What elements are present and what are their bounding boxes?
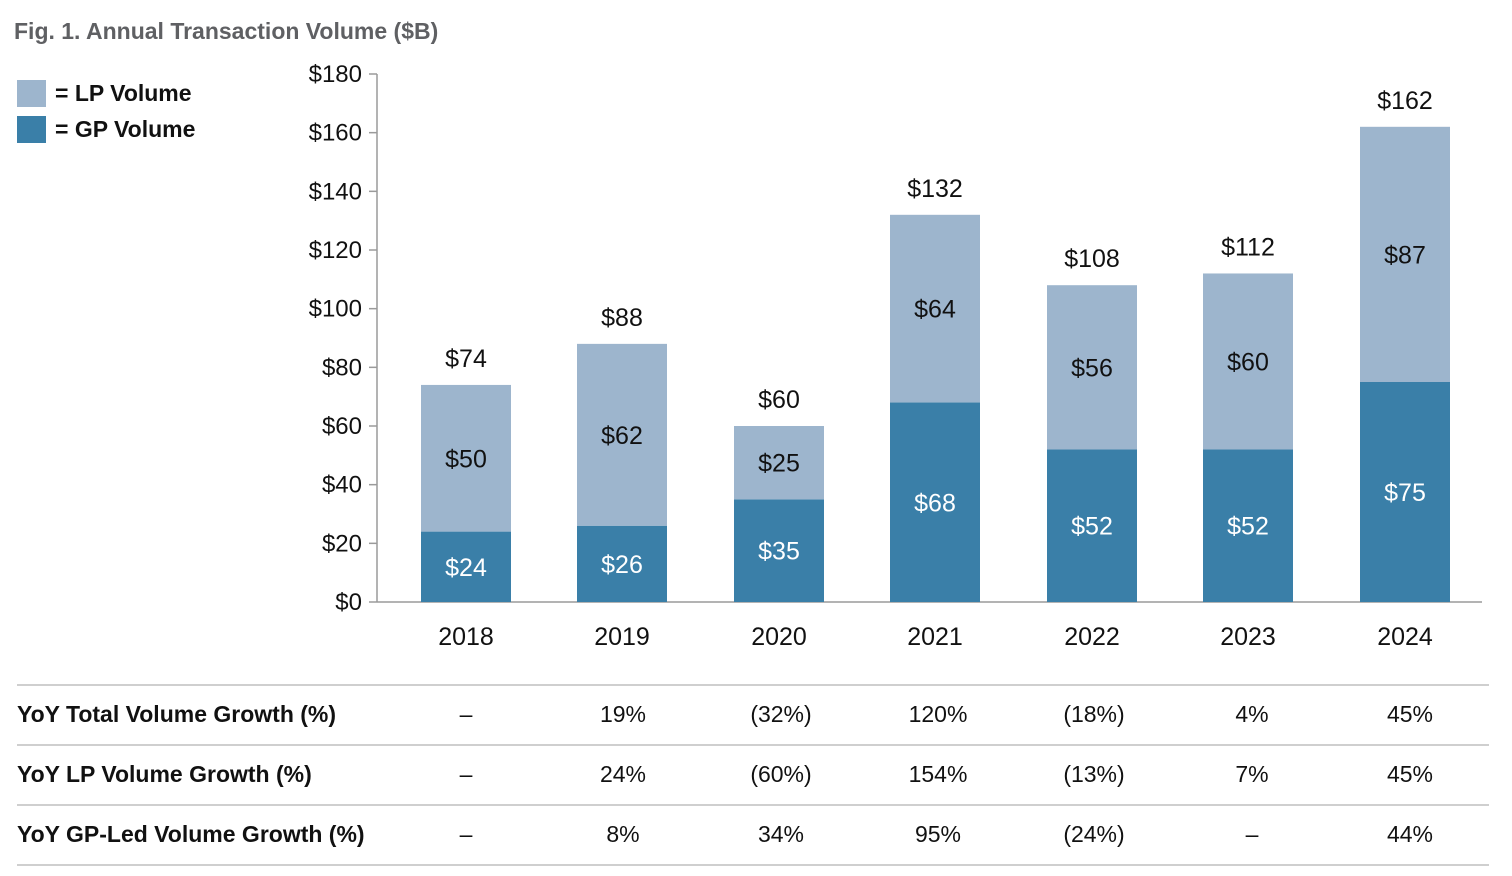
table-row: YoY LP Volume Growth (%) – 24% (60%) 154% (13… [17, 744, 1489, 804]
y-tick-label: $20 [322, 530, 362, 557]
data-label-lp: $60 [1227, 348, 1269, 376]
data-label-lp: $25 [758, 450, 800, 478]
table-cell: 19% [599, 701, 647, 727]
table-row: YoY Total Volume Growth (%) – 19% (32%) 120%… [17, 684, 1489, 744]
x-tick-label: 2021 [907, 623, 963, 651]
row-label: YoY Total Volume Growth (%) [17, 701, 337, 727]
table-cell: 154% [908, 761, 968, 787]
x-tick-label: 2023 [1220, 623, 1276, 651]
table-cell: 120% [908, 701, 968, 727]
table-cell: (32%) [750, 701, 812, 727]
table-cell: – [459, 761, 473, 787]
data-label-lp: $62 [601, 422, 643, 450]
data-label-lp: $64 [914, 296, 956, 324]
table-cell: 24% [599, 761, 647, 787]
bar-chart: $0 $20 $40 $60 $80 $100 $120 $140 $160 $180 $24 $5… [309, 61, 1482, 651]
table-cell: 4% [1235, 701, 1269, 727]
bar-lp-2023 [1203, 273, 1293, 450]
bar-gp-2020 [734, 499, 824, 602]
x-tick-label: 2019 [594, 623, 650, 651]
table-cell: 7% [1235, 761, 1269, 787]
bar-lp-2018 [421, 384, 511, 532]
bar-lp-2021 [890, 214, 980, 403]
table-cell: (13%) [1063, 761, 1125, 787]
legend-item-gp: = GP Volume [17, 111, 195, 147]
x-tick-label: 2020 [751, 623, 807, 651]
total-label: $112 [1221, 233, 1275, 261]
bar-gp-2022 [1047, 449, 1137, 602]
y-tick-label: $0 [335, 589, 362, 616]
data-label-gp: $68 [914, 489, 956, 517]
table-cell: 8% [606, 821, 640, 847]
table-cell: – [1245, 821, 1259, 847]
bar-gp-2019 [577, 525, 667, 602]
table-cell: 45% [1386, 701, 1434, 727]
table-cell: 95% [914, 821, 962, 847]
bar-gp-2018 [421, 531, 511, 602]
y-ticks: $0 $20 $40 $60 $80 $100 $120 $140 $160 $180 [309, 61, 377, 616]
table-cell: – [459, 821, 473, 847]
y-tick-label: $120 [309, 237, 362, 264]
table-row: YoY GP-Led Volume Growth (%) – 8% 34% 95% (24… [17, 804, 1489, 866]
data-label-gp: $52 [1227, 513, 1269, 541]
table-cell: – [459, 701, 473, 727]
legend-swatch-lp [17, 79, 46, 107]
data-label-lp: $56 [1071, 354, 1113, 382]
x-tick-label: 2024 [1377, 623, 1433, 651]
y-tick-label: $140 [309, 178, 362, 205]
legend-item-lp: = LP Volume [17, 75, 195, 111]
table-cell: 45% [1386, 761, 1434, 787]
legend-swatch-gp [17, 115, 46, 143]
data-label-gp: $26 [601, 551, 643, 579]
bar-lp-2019 [577, 343, 667, 526]
total-label: $162 [1377, 87, 1433, 115]
y-tick-label: $40 [322, 472, 362, 499]
y-tick-label: $60 [322, 413, 362, 440]
table-cell: (24%) [1063, 821, 1125, 847]
bar-gp-2024 [1360, 382, 1450, 602]
y-tick-label: $100 [309, 296, 362, 323]
y-tick-label: $180 [309, 61, 362, 88]
data-label-gp: $24 [445, 554, 487, 582]
legend: = LP Volume = GP Volume [17, 75, 195, 147]
total-label: $60 [758, 386, 800, 414]
table-cell: 34% [757, 821, 805, 847]
bar-lp-2022 [1047, 285, 1137, 450]
bar-gp-2021 [890, 402, 980, 602]
chart-title: Fig. 1. Annual Transaction Volume ($B) [14, 18, 439, 44]
data-label-gp: $35 [758, 538, 800, 566]
bar-gp-2023 [1203, 449, 1293, 602]
table-cell: 44% [1386, 821, 1434, 847]
x-tick-label: 2018 [438, 623, 494, 651]
legend-label-lp: = LP Volume [55, 79, 192, 106]
y-tick-label: $80 [322, 354, 362, 381]
y-tick-label: $160 [309, 120, 362, 147]
total-label: $74 [445, 345, 487, 373]
x-tick-label: 2022 [1064, 623, 1120, 651]
data-label-lp: $50 [445, 445, 487, 473]
bar-lp-2024 [1360, 126, 1450, 382]
data-label-gp: $52 [1071, 513, 1113, 541]
x-tick-labels: 2018 2019 2020 2021 2022 2023 2024 [438, 623, 1433, 651]
bars: $24 $50 $74 $26 $62 $88 $35 $25 $60 $68 $64 $132 $52… [421, 87, 1450, 602]
row-label: YoY GP-Led Volume Growth (%) [17, 821, 365, 847]
growth-table: YoY Total Volume Growth (%) – 19% (32%) 120%… [17, 684, 1489, 866]
data-label-gp: $75 [1384, 479, 1426, 507]
legend-label-gp: = GP Volume [55, 115, 196, 142]
total-label: $88 [601, 304, 643, 332]
row-label: YoY LP Volume Growth (%) [17, 761, 312, 787]
total-label: $108 [1064, 245, 1120, 273]
table-cell: (18%) [1063, 701, 1125, 727]
bar-lp-2020 [734, 426, 824, 500]
data-label-lp: $87 [1384, 241, 1426, 269]
table-cell: (60%) [750, 761, 812, 787]
total-label: $132 [907, 175, 963, 203]
